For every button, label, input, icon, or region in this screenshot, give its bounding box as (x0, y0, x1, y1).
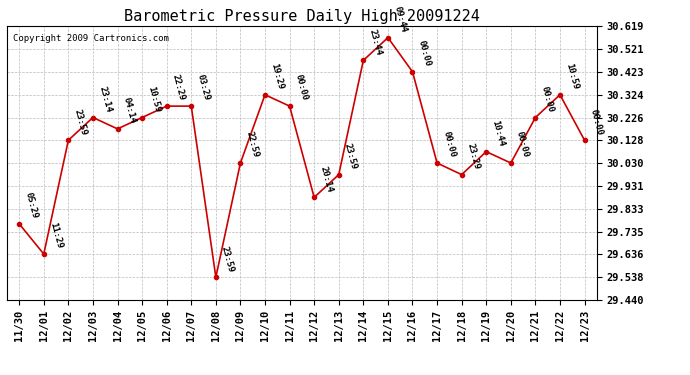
Text: 04:14: 04:14 (121, 96, 137, 125)
Text: 10:59: 10:59 (564, 62, 580, 91)
Text: 23:44: 23:44 (368, 28, 383, 56)
Text: 00:00: 00:00 (294, 74, 309, 102)
Text: 23:59: 23:59 (220, 245, 236, 273)
Text: 23:59: 23:59 (72, 108, 88, 136)
Text: 00:00: 00:00 (441, 130, 457, 159)
Text: 22:59: 22:59 (244, 130, 260, 159)
Text: 05:29: 05:29 (23, 191, 39, 220)
Text: 23:14: 23:14 (97, 85, 112, 113)
Text: 00:00: 00:00 (540, 85, 555, 113)
Text: 22:29: 22:29 (171, 74, 186, 102)
Text: 00:00: 00:00 (515, 130, 531, 159)
Text: 19:29: 19:29 (269, 62, 285, 91)
Text: 11:29: 11:29 (48, 222, 63, 250)
Text: Copyright 2009 Cartronics.com: Copyright 2009 Cartronics.com (13, 34, 168, 44)
Text: 23:29: 23:29 (466, 142, 482, 171)
Text: 00:00: 00:00 (417, 39, 433, 68)
Text: 03:29: 03:29 (195, 74, 211, 102)
Text: 20:14: 20:14 (318, 165, 334, 193)
Text: 09:44: 09:44 (392, 5, 408, 33)
Title: Barometric Pressure Daily High 20091224: Barometric Pressure Daily High 20091224 (124, 9, 480, 24)
Text: 23:59: 23:59 (343, 142, 359, 171)
Text: 10:44: 10:44 (491, 119, 506, 147)
Text: 10:59: 10:59 (146, 85, 162, 113)
Text: 00:00: 00:00 (589, 108, 604, 136)
